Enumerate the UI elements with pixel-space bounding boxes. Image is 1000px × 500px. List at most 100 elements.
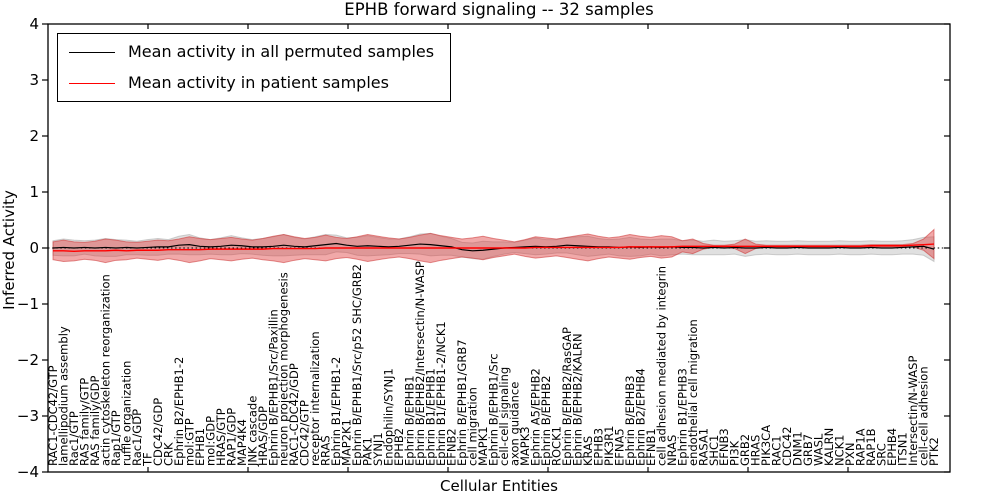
- x-category-label: receptor internalization: [308, 331, 322, 466]
- chart-title: EPHB forward signaling -- 32 samples: [344, 0, 654, 19]
- y-tick-label: 1: [29, 183, 39, 201]
- x-category-label: EFNB3: [717, 428, 731, 466]
- y-tick-label: 2: [29, 127, 39, 145]
- x-category-label: CRK: [161, 442, 175, 466]
- x-category-label: Ephrin B/EPHB1/Src/p52 SHC/GRB2: [350, 264, 364, 466]
- x-category-label: ITSN1: [896, 432, 910, 466]
- x-category-label: MAP4K4: [235, 419, 249, 466]
- x-category-label: Ephrin B1/EPHB1-2: [329, 357, 343, 466]
- x-category-label: EPHB2: [392, 428, 406, 466]
- y-tick-label: 3: [29, 71, 39, 89]
- x-category-label: RASA1: [696, 428, 710, 466]
- legend-line-sample-red: [69, 82, 115, 84]
- x-category-label: SRC: [875, 443, 889, 466]
- x-category-label: Ephrin B/EPHB2/RasGAP: [560, 327, 574, 466]
- x-category-label: PI3K: [728, 440, 742, 466]
- x-category-label: Ephrin B/EPHB3: [623, 375, 637, 466]
- x-category-label: cell-cell signaling: [497, 367, 511, 466]
- x-category-label: EFNB2: [445, 428, 459, 466]
- x-category-label: MAPK1: [476, 426, 490, 466]
- x-category-label: KALRN: [822, 428, 836, 466]
- x-category-label: KRAS: [581, 436, 595, 466]
- x-category-label: Ephrin B/EPHB2: [539, 375, 553, 466]
- x-category-label: Ephrin B/EPHB2/KALRN: [570, 333, 584, 466]
- y-tick-label: 4: [29, 15, 39, 33]
- x-category-label: Ephrin B2/EPHB4: [633, 368, 647, 466]
- x-category-label: SYNJ1: [371, 432, 385, 466]
- x-category-label: RRAS: [319, 435, 333, 466]
- x-category-label: RAC1-CDC42/GDP: [287, 363, 301, 466]
- x-category-label: PIK3CA: [759, 425, 773, 466]
- x-category-label: PIK3R1: [602, 426, 616, 467]
- x-category-label: CDC42/GDP: [151, 398, 165, 466]
- x-category-label: Rac1/GTP: [67, 411, 81, 466]
- x-category-label: JNK cascade: [245, 396, 259, 467]
- y-tick-label: −3: [17, 407, 39, 425]
- x-category-label: mol:GDP: [203, 416, 217, 466]
- x-category-label: Rac1/GDP: [130, 409, 144, 466]
- x-category-label: mol:GTP: [182, 418, 196, 466]
- legend-item: Mean activity in all permuted samples: [69, 41, 434, 63]
- y-tick-label: −1: [17, 295, 39, 313]
- x-category-label: Ephrin B/EPHB1/Src: [487, 353, 501, 466]
- x-category-label: HRAS/GDP: [256, 406, 270, 466]
- x-category-label: EPHB3: [591, 428, 605, 466]
- x-category-label: EFNB1: [644, 428, 658, 466]
- x-category-label: axon guidance: [507, 382, 521, 466]
- x-category-label: ruffle organization: [119, 361, 133, 466]
- x-category-label: cell-cell adhesion: [917, 366, 931, 466]
- x-category-label: cell migration: [466, 387, 480, 466]
- x-category-label: NRAS: [665, 435, 679, 466]
- x-category-label: ROCK1: [549, 426, 563, 466]
- legend-item-label: Mean activity in all permuted samples: [128, 42, 435, 61]
- x-category-label: RAP1/GDP: [224, 408, 238, 466]
- x-category-label: Rap1/GTP: [109, 410, 123, 466]
- legend-item: Mean activity in patient samples: [69, 72, 434, 94]
- x-category-label: TF: [140, 452, 154, 467]
- line-permuted_mean: [52, 242, 935, 252]
- x-category-label: Ephrin B1/EPHB1-2/NCK1: [434, 321, 448, 466]
- x-category-label: RAS family/GTP: [77, 378, 91, 466]
- x-category-label: EPHB4: [885, 428, 899, 466]
- x-category-label: PTK2: [927, 437, 941, 466]
- x-category-label: SHC1: [707, 435, 721, 466]
- x-category-label: EFNA5: [612, 428, 626, 466]
- x-category-label: PAK1: [361, 437, 375, 466]
- x-category-label: cell adhesion mediated by integrin: [654, 266, 668, 466]
- x-category-label: CDC42/GTP: [298, 400, 312, 466]
- x-category-label: Ephrin A5/EPHB2: [528, 368, 542, 466]
- x-category-label: RAS family/GDP: [88, 376, 102, 466]
- x-category-label: RAC1-CDC42/GTP: [46, 365, 60, 466]
- band-patient_band: [52, 228, 935, 264]
- x-category-label: Ephrin B/EPHB1/Src/Paxillin: [266, 309, 280, 466]
- x-category-label: Ephrin B1/EPHB3: [675, 368, 689, 466]
- line-patient_mean: [53, 243, 935, 253]
- x-category-label: DNM1: [791, 431, 805, 466]
- x-category-label: HRAS: [749, 435, 763, 466]
- x-category-label: HRAS/GTP: [214, 408, 228, 466]
- x-category-label: GRB7: [801, 434, 815, 466]
- x-category-label: actin cytoskeleton reorganization: [98, 274, 112, 466]
- x-category-label: Ephrin B2/EPHB1-2: [172, 357, 186, 466]
- x-category-label: Ephrin B/EPHB1: [403, 375, 417, 466]
- x-category-label: WASL: [812, 433, 826, 466]
- x-category-label: Ephrin B/EPHB2/Intersectin/N-WASP: [413, 261, 427, 466]
- x-category-label: PXN: [843, 443, 857, 466]
- x-category-label: RAC1: [770, 435, 784, 466]
- x-category-label: Intersectin/N-WASP: [906, 356, 920, 466]
- x-category-label: Ephrin B/EPHB1/GRB7: [455, 339, 469, 466]
- x-category-label: EPHB1: [193, 428, 207, 466]
- x-category-label: lamellipodium assembly: [56, 326, 70, 466]
- legend-item-label: Mean activity in patient samples: [128, 73, 389, 92]
- x-category-label: MAP2K1: [340, 419, 354, 466]
- y-tick-label: −2: [17, 351, 39, 369]
- x-category-label: Endophilin/SYNJ1: [382, 368, 396, 466]
- x-category-label: neuron projection morphogenesis: [277, 272, 291, 466]
- x-category-label: MAPK3: [518, 426, 532, 466]
- y-tick-label: −4: [17, 463, 39, 481]
- legend-line-sample-black: [69, 51, 115, 53]
- x-category-label: RAP1A: [854, 428, 868, 466]
- x-category-label: GRB2: [738, 434, 752, 466]
- x-category-label: CDC42: [780, 426, 794, 466]
